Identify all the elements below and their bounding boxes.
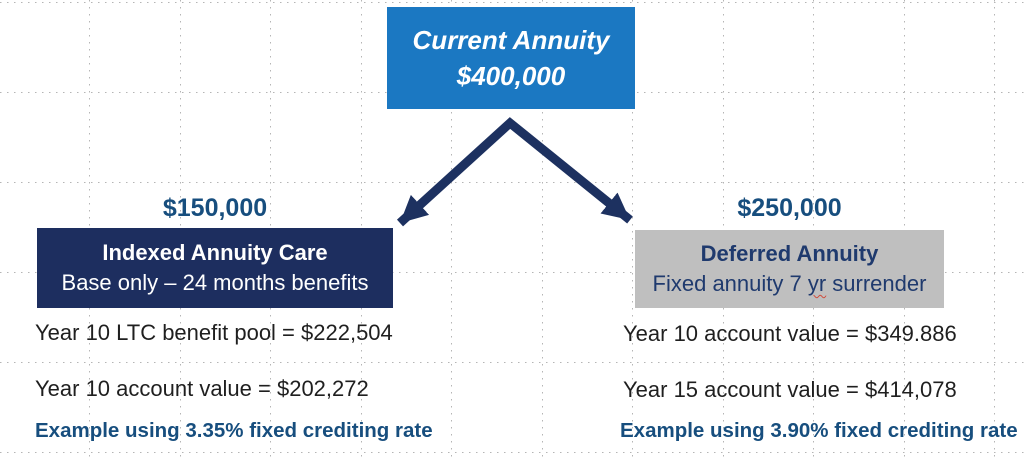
left-crediting-rate-note: Example using 3.35% fixed crediting rate (35, 419, 433, 442)
right-allocation-amount: $250,000 (737, 194, 842, 222)
right-crediting-rate-note: Example using 3.90% fixed crediting rate (620, 419, 1018, 442)
deferred-annuity-subtitle: Fixed annuity 7 yr surrender (653, 269, 927, 299)
grid-line (994, 0, 995, 462)
indexed-annuity-care-box: Indexed Annuity Care Base only – 24 mont… (37, 228, 393, 308)
indexed-annuity-care-title: Indexed Annuity Care (102, 240, 328, 265)
grid-line (0, 2, 1024, 3)
metric-line-right-year15-value: Year 15 account value = $414,078 (623, 377, 957, 402)
spellcheck-flagged-word: yr (807, 271, 827, 296)
metric-line-left-benefit-pool: Year 10 LTC benefit pool = $222,504 (35, 320, 393, 345)
deferred-annuity-box: Deferred Annuity Fixed annuity 7 yr surr… (635, 230, 944, 308)
split-arrow-icon (396, 117, 633, 227)
grid-line (0, 362, 1024, 363)
current-annuity-box: Current Annuity $400,000 (387, 7, 635, 109)
current-annuity-title: Current Annuity (412, 25, 610, 55)
deferred-annuity-title: Deferred Annuity (700, 241, 879, 266)
current-annuity-amount: $400,000 (456, 61, 566, 91)
subtitle-text-pre: Fixed annuity 7 (652, 271, 808, 296)
indexed-annuity-care-subtitle: Base only – 24 months benefits (61, 270, 369, 295)
metric-line-right-year10-value: Year 10 account value = $349.886 (623, 321, 957, 346)
metric-line-left-account-value: Year 10 account value = $202,272 (35, 376, 369, 401)
grid-line (0, 452, 1024, 453)
left-allocation-amount: $150,000 (162, 194, 268, 222)
subtitle-text-post: surrender (826, 271, 927, 296)
